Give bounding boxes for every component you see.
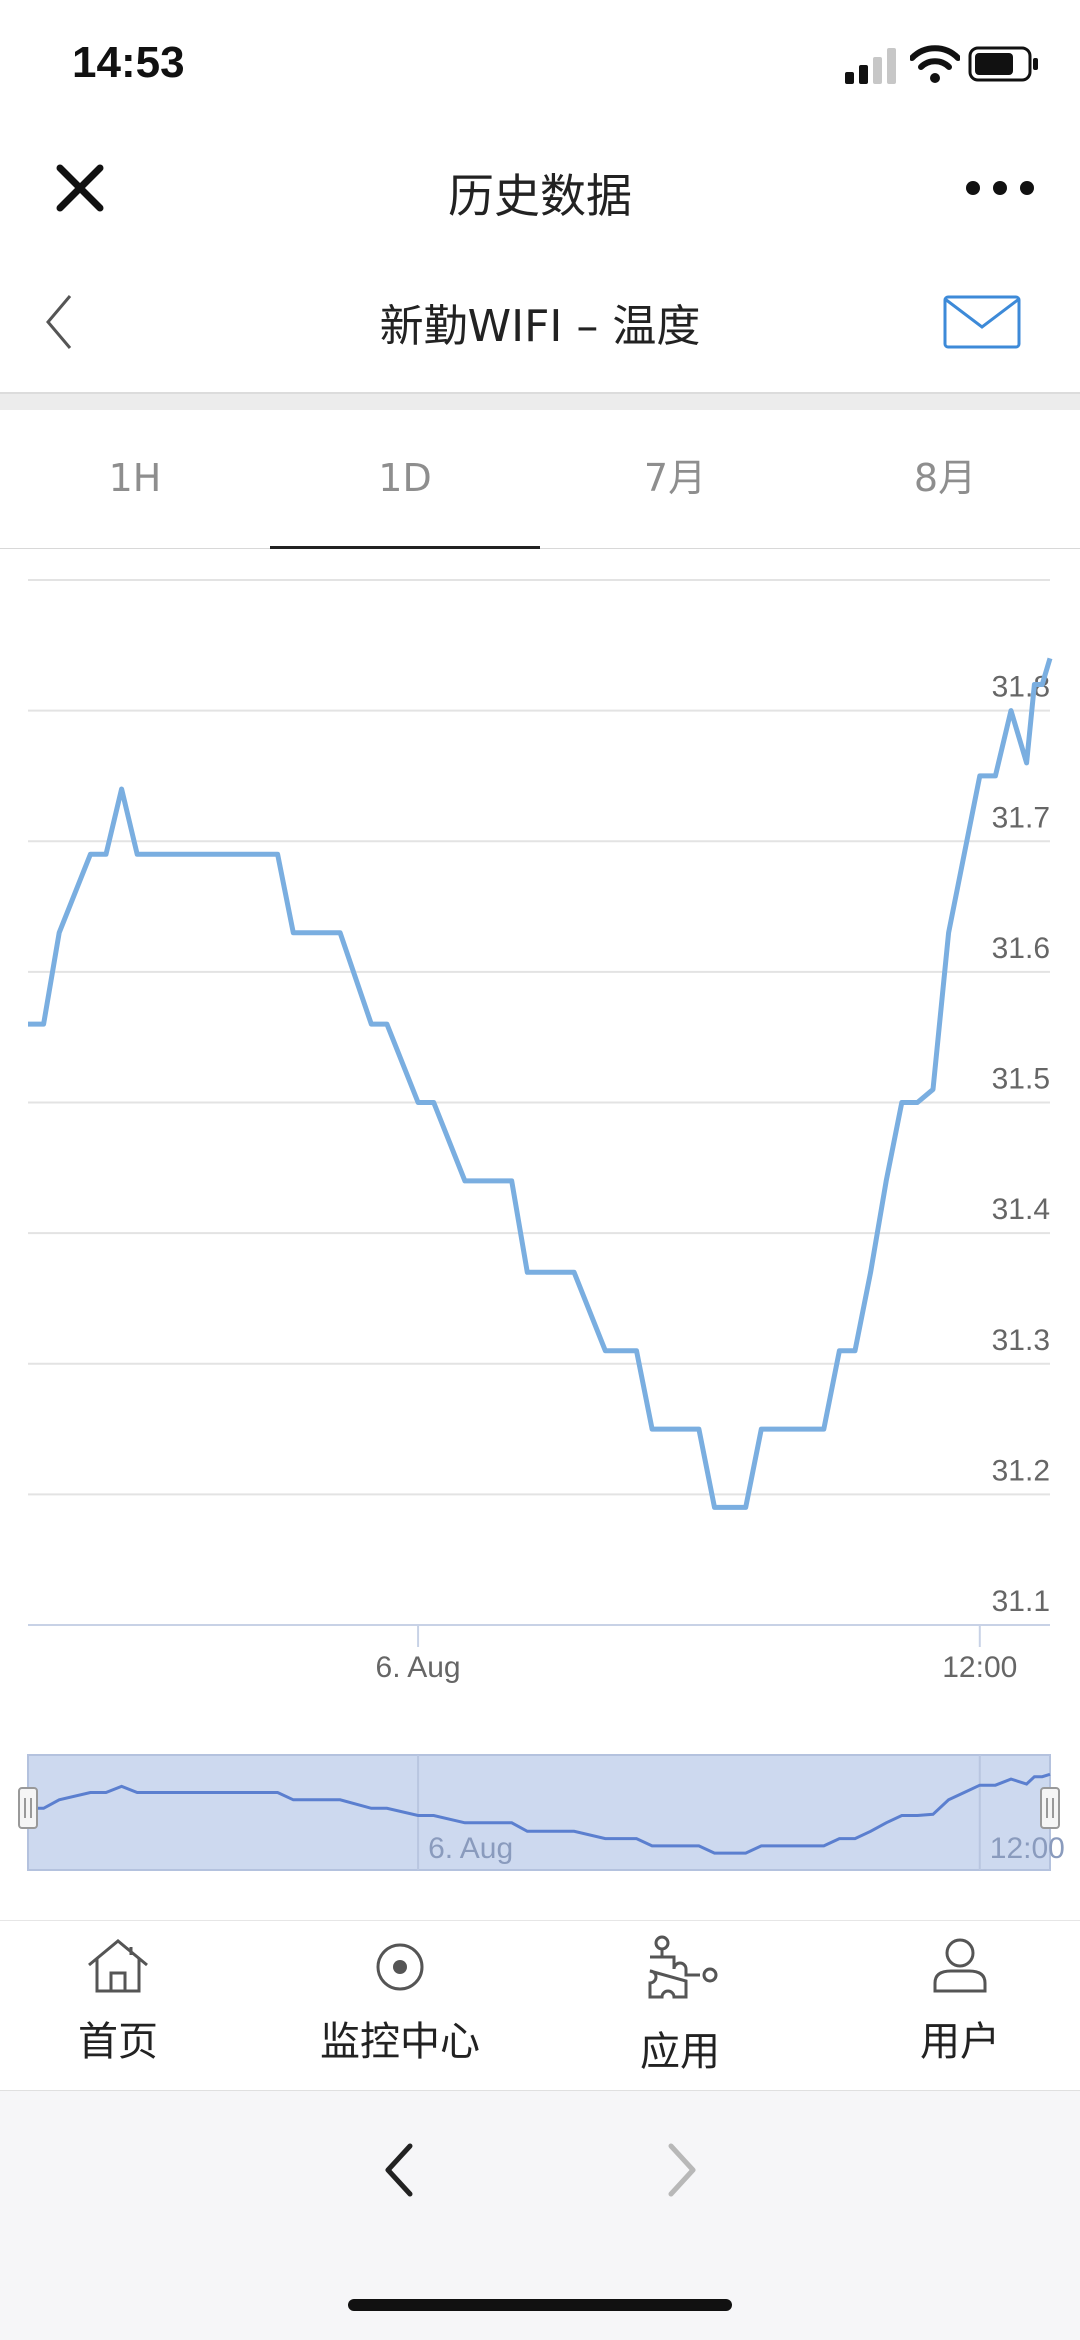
x-tick-label: 12:00 — [942, 1651, 1017, 1684]
active-tab-indicator — [270, 546, 540, 549]
y-tick-label: 31.4 — [992, 1193, 1050, 1226]
more-icon[interactable] — [965, 180, 1035, 196]
nav-monitor-label: 监控中心 — [320, 2019, 480, 2065]
temperature-chart[interactable]: 31.1 31.2 31.3 31.4 31.5 31.6 31.7 31.8 6. Aug 12… — [0, 560, 1080, 1880]
page-title: 历史数据 — [448, 169, 632, 223]
tab-july[interactable]: 7月 — [643, 456, 707, 500]
home-icon — [88, 1939, 148, 1993]
wifi-icon — [910, 45, 960, 83]
browser-forward-icon[interactable] — [665, 2140, 701, 2200]
section-divider — [0, 392, 1080, 410]
battery-icon — [968, 46, 1038, 82]
bottom-nav — [0, 1920, 1080, 2089]
navigator-left-handle[interactable] — [18, 1787, 38, 1829]
monitor-icon — [376, 1943, 424, 1991]
nav-apps-label: 应用 — [640, 2029, 720, 2075]
navigator-selection — [27, 1754, 1051, 1871]
browser-back-icon[interactable] — [380, 2140, 416, 2200]
device-title: 新勤WIFI – 温度 — [379, 301, 701, 352]
status-time: 14:53 — [72, 38, 185, 87]
navigator-right-handle[interactable] — [1040, 1787, 1060, 1829]
tab-august[interactable]: 8月 — [913, 456, 977, 500]
navigator-label: 12:00 — [990, 1832, 1065, 1865]
tab-1h[interactable]: 1H — [108, 456, 162, 500]
y-tick-label: 31.8 — [992, 671, 1050, 704]
nav-user[interactable]: 用户 — [850, 1935, 1070, 2085]
back-icon[interactable] — [44, 292, 74, 352]
mail-icon[interactable] — [943, 295, 1021, 349]
x-tick-label: 6. Aug — [376, 1651, 461, 1684]
nav-home-label: 首页 — [78, 2019, 158, 2065]
user-icon — [933, 1938, 987, 1993]
browser-toolbar — [0, 2090, 1080, 2340]
close-icon[interactable] — [52, 160, 108, 216]
signal-icon — [845, 48, 896, 84]
y-tick-label: 31.6 — [992, 932, 1050, 965]
navigator-series-line — [28, 1772, 1051, 1855]
nav-home[interactable]: 首页 — [8, 1935, 228, 2085]
temperature-series-line — [28, 657, 1053, 1510]
nav-apps[interactable]: 应用 — [570, 1935, 790, 2085]
y-tick-label: 31.5 — [992, 1063, 1050, 1096]
navigator-label: 6. Aug — [428, 1832, 513, 1865]
nav-user-label: 用户 — [920, 2019, 1000, 2065]
y-tick-label: 31.3 — [992, 1324, 1050, 1357]
home-indicator — [348, 2299, 732, 2311]
tab-1d[interactable]: 1D — [378, 456, 432, 500]
tabs-divider — [0, 548, 1080, 549]
y-tick-label: 31.7 — [992, 801, 1050, 834]
y-tick-label: 31.1 — [992, 1585, 1050, 1618]
y-tick-label: 31.2 — [992, 1454, 1050, 1487]
apps-icon — [648, 1935, 718, 1999]
nav-monitor[interactable]: 监控中心 — [290, 1935, 510, 2085]
